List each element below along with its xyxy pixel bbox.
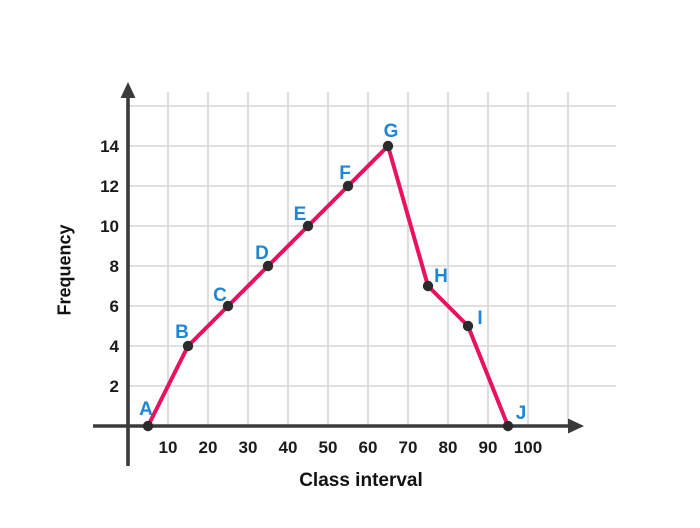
grid — [128, 92, 616, 426]
point-label-D: D — [255, 243, 269, 264]
point-label-H: H — [434, 266, 448, 287]
x-tick-label: 10 — [159, 438, 178, 457]
x-tick-label: 20 — [199, 438, 218, 457]
x-tick-label: 70 — [399, 438, 418, 457]
x-tick-label: 30 — [239, 438, 258, 457]
data-point-B — [182, 340, 194, 352]
y-tick-label: 2 — [110, 377, 119, 396]
data-point-D — [262, 260, 274, 272]
data-point-F — [342, 180, 354, 192]
x-tick-label: 60 — [359, 438, 378, 457]
x-tick-label: 90 — [479, 438, 498, 457]
data-point-E — [302, 220, 314, 232]
data-point-I — [462, 320, 474, 332]
data-points: A B C D E F G H I J — [139, 121, 527, 432]
x-tick-label: 40 — [279, 438, 298, 457]
axes — [93, 82, 584, 466]
y-tick-label: 14 — [100, 137, 119, 156]
data-point-C — [222, 300, 234, 312]
y-tick-label: 10 — [100, 217, 119, 236]
y-axis-title: Frequency — [54, 224, 75, 316]
y-tick-label: 4 — [110, 337, 120, 356]
x-tick-label: 50 — [319, 438, 338, 457]
point-label-J: J — [516, 403, 527, 424]
point-label-A: A — [139, 399, 153, 420]
data-point-J — [502, 420, 514, 432]
data-point-G — [382, 140, 394, 152]
point-label-C: C — [213, 285, 227, 306]
x-tick-label: 80 — [439, 438, 458, 457]
point-label-F: F — [339, 163, 351, 184]
x-tick-label: 100 — [514, 438, 542, 457]
point-label-B: B — [175, 322, 189, 343]
y-tick-label: 6 — [110, 297, 119, 316]
x-axis-arrow-icon — [568, 418, 584, 434]
y-tick-label: 12 — [100, 177, 119, 196]
point-label-E: E — [294, 204, 307, 225]
data-point-A — [142, 420, 154, 432]
x-axis-title: Class interval — [299, 470, 423, 491]
point-label-I: I — [477, 308, 482, 329]
tick-labels: 10 20 30 40 50 60 70 80 90 100 2 4 6 8 10 12 14 — [100, 137, 542, 457]
point-label-G: G — [384, 121, 399, 142]
data-point-H — [422, 280, 434, 292]
series-line — [146, 144, 510, 428]
y-tick-label: 8 — [110, 257, 119, 276]
y-axis-arrow-icon — [120, 82, 136, 98]
